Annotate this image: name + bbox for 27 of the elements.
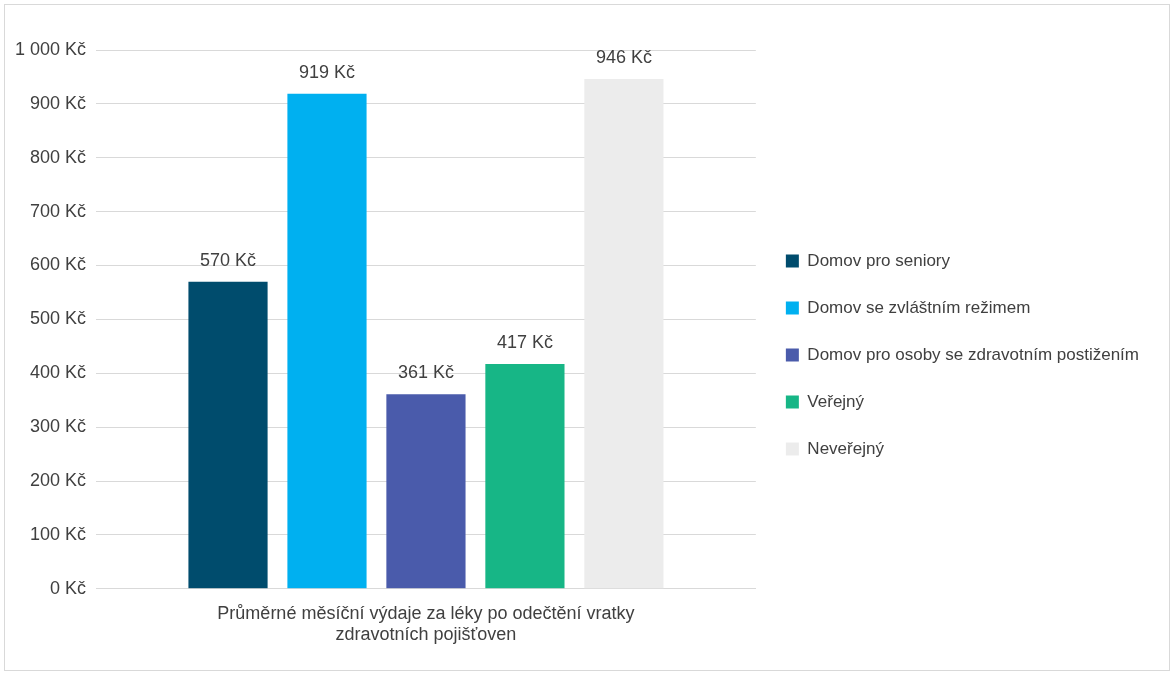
y-tick-label: 100 Kč <box>30 523 87 544</box>
legend-label: Veřejný <box>807 391 865 411</box>
y-tick-label: 900 Kč <box>30 92 87 113</box>
data-label: 570 Kč <box>199 249 257 270</box>
y-tick-label: 1 000 Kč <box>14 38 87 59</box>
y-tick-label: 400 Kč <box>30 362 87 383</box>
legend-label: Domov pro osoby se zdravotním postižením <box>807 344 1140 364</box>
x-tick-label: Průměrné měsíční výdaje za léky po odečtění vratky zdravotních pojišťoven <box>217 602 635 645</box>
bar <box>584 79 664 589</box>
y-tick-label: 700 Kč <box>30 200 87 221</box>
y-tick-label: 0 Kč <box>50 577 87 598</box>
bar <box>287 93 367 589</box>
data-label: 946 Kč <box>595 47 652 68</box>
legend-label: Domov pro seniory <box>807 250 951 270</box>
y-tick-label: 500 Kč <box>30 308 87 329</box>
legend-label: Domov se zvláštním režimem <box>807 297 1031 317</box>
data-label: 919 Kč <box>298 61 356 82</box>
y-tick-label: 800 Kč <box>30 146 87 167</box>
bar <box>188 281 268 589</box>
y-tick-label: 200 Kč <box>30 470 87 491</box>
y-tick-label: 300 Kč <box>30 416 87 437</box>
bar <box>485 364 565 589</box>
data-label: 417 Kč <box>496 332 553 353</box>
legend-label: Neveřejný <box>807 438 885 458</box>
data-label: 361 Kč <box>397 362 454 383</box>
y-tick-label: 600 Kč <box>30 254 87 275</box>
bar <box>386 394 466 589</box>
